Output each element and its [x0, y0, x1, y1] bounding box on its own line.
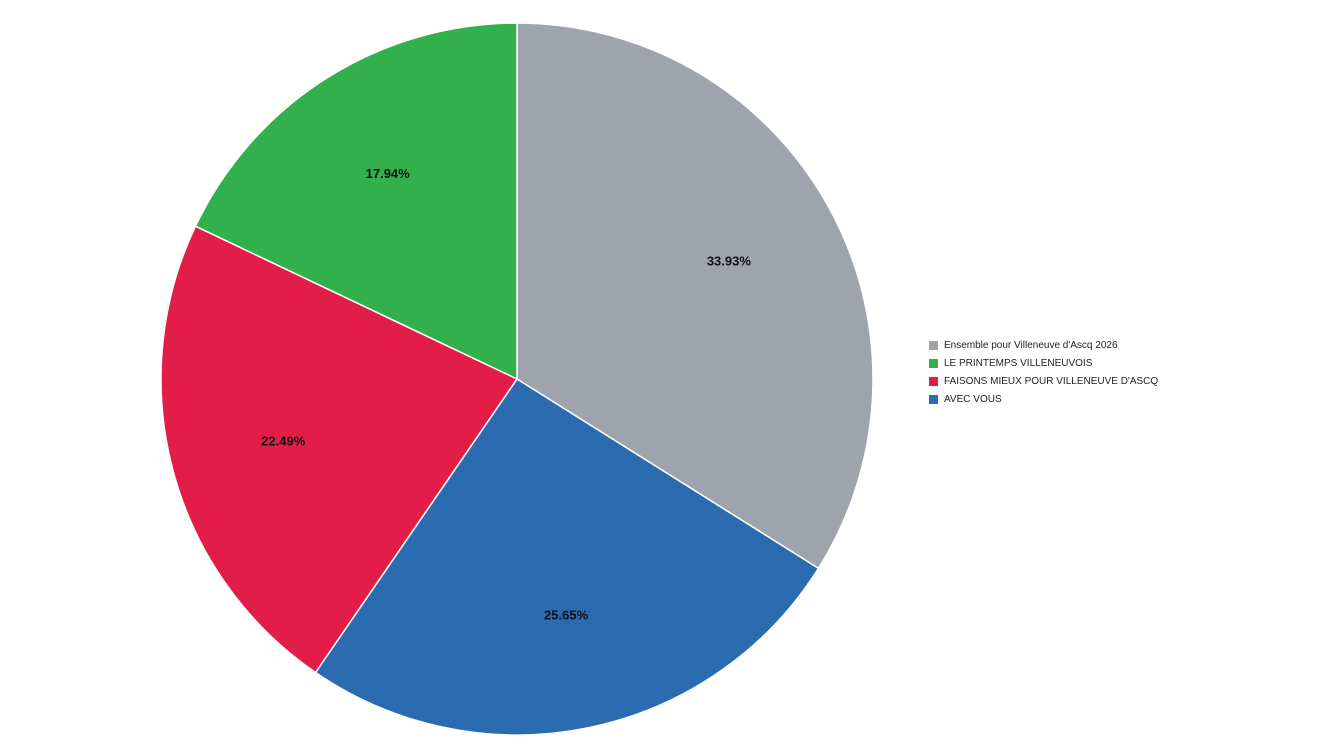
- pie-slice-ensemble-pour-villeneuve-d-ascq-2026[interactable]: [516, 22, 874, 570]
- legend-item-faisons-mieux-pour-villeneuve-d-ascq[interactable]: FAISONS MIEUX POUR VILLENEUVE D'ASCQ: [929, 376, 1158, 387]
- slice-value-label: 25.65%: [544, 607, 589, 622]
- pie-slices: [160, 22, 874, 736]
- slice-value-label: 17.94%: [366, 166, 411, 181]
- legend-label: AVEC VOUS: [944, 394, 1002, 405]
- legend-item-ensemble-pour-villeneuve-d-ascq-2026[interactable]: Ensemble pour Villeneuve d'Ascq 2026: [929, 340, 1118, 351]
- legend-label: LE PRINTEMPS VILLENEUVOIS: [944, 358, 1093, 369]
- legend-swatch: [929, 377, 938, 386]
- slice-value-label: 22.49%: [261, 433, 306, 448]
- legend-label: Ensemble pour Villeneuve d'Ascq 2026: [944, 340, 1118, 351]
- pie-slice-faisons-mieux-pour-villeneuve-d-ascq[interactable]: [160, 225, 519, 674]
- legend-item-avec-vous[interactable]: AVEC VOUS: [929, 394, 1002, 405]
- legend-swatch: [929, 341, 938, 350]
- legend-label: FAISONS MIEUX POUR VILLENEUVE D'ASCQ: [944, 376, 1158, 387]
- pie-slice-avec-vous[interactable]: [314, 377, 820, 736]
- pie-slice-le-printemps-villeneuvois[interactable]: [194, 22, 518, 381]
- slice-value-label: 33.93%: [707, 253, 752, 268]
- pie-labels: 33.93% 25.65% 22.49% 17.94%: [261, 166, 751, 623]
- legend-item-le-printemps-villeneuvois[interactable]: LE PRINTEMPS VILLENEUVOIS: [929, 358, 1093, 369]
- legend-swatch: [929, 359, 938, 368]
- legend-swatch: [929, 395, 938, 404]
- legend: Ensemble pour Villeneuve d'Ascq 2026 LE P…: [929, 340, 1158, 405]
